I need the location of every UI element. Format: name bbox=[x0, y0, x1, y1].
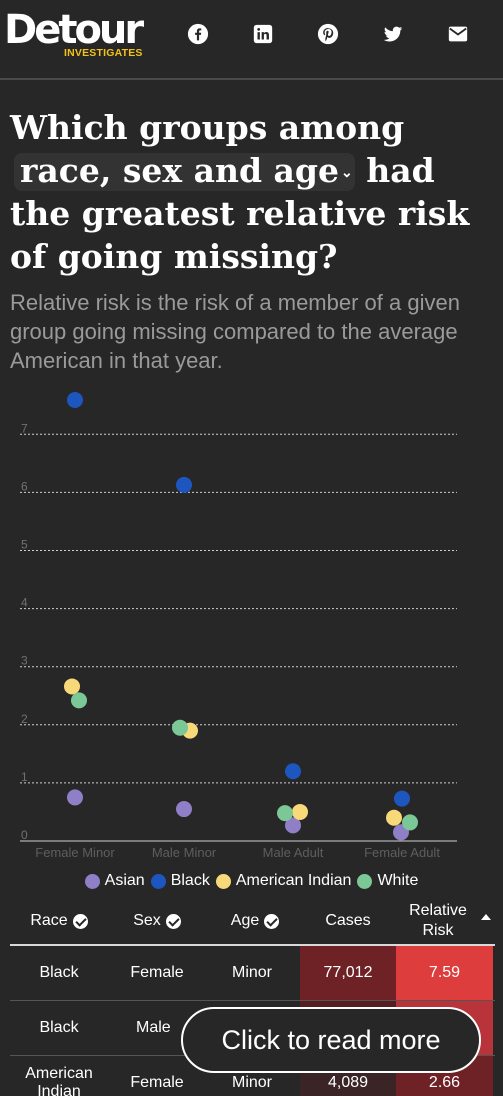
data-point-american-indian[interactable] bbox=[292, 803, 308, 820]
data-point-american-indian[interactable] bbox=[64, 678, 80, 695]
relative-risk-chart: 0 1 2 3 4 5 6 7 Female Minor Male Minor Male Adult… bbox=[20, 392, 457, 860]
data-point-asian[interactable] bbox=[67, 789, 83, 806]
data-point-asian[interactable] bbox=[285, 817, 301, 834]
column-header-label: Cases bbox=[325, 912, 371, 929]
read-more-button[interactable]: Click to read more bbox=[181, 1007, 481, 1073]
cell-age: Minor bbox=[231, 1074, 272, 1091]
data-point-black[interactable] bbox=[285, 763, 301, 780]
legend-item-black: Black bbox=[150, 872, 210, 890]
cell-sex: Female bbox=[130, 964, 184, 981]
cell-cases: 77,012 bbox=[300, 946, 396, 1000]
cell-age: Minor bbox=[231, 964, 272, 981]
x-tick-label: Female Adult bbox=[364, 845, 440, 860]
column-header-race[interactable]: Race bbox=[10, 896, 108, 946]
data-point-white[interactable] bbox=[277, 805, 293, 822]
data-point-american-indian[interactable] bbox=[386, 809, 402, 826]
email-icon[interactable] bbox=[446, 22, 470, 46]
data-point-white[interactable] bbox=[402, 814, 418, 831]
column-header-label: Relative Risk bbox=[409, 902, 467, 939]
legend-dot bbox=[150, 873, 166, 889]
y-tick-label: 1 bbox=[21, 770, 28, 784]
data-point-black[interactable] bbox=[176, 476, 192, 493]
title-part-2: had the greatest relative risk of going … bbox=[10, 151, 470, 276]
logo-subtitle: INVESTIGATES bbox=[64, 47, 143, 59]
check-icon bbox=[165, 913, 181, 929]
column-header-label: Race bbox=[30, 912, 68, 929]
grouping-select[interactable]: race, sex and age ⌄ bbox=[14, 153, 355, 191]
cell-sex: Male bbox=[136, 1019, 171, 1036]
x-tick-label: Male Adult bbox=[263, 845, 324, 860]
y-tick-label: 5 bbox=[21, 538, 28, 552]
legend-label: American Indian bbox=[235, 872, 352, 889]
data-point-black[interactable] bbox=[394, 790, 410, 807]
cell-race: Black bbox=[39, 964, 79, 981]
cell-relative-risk: 7.59 bbox=[396, 946, 493, 1000]
facebook-icon[interactable] bbox=[186, 22, 210, 46]
column-header-sex[interactable]: Sex bbox=[108, 896, 206, 946]
legend-item-asian: Asian bbox=[84, 872, 145, 890]
column-header-label: Age bbox=[230, 912, 260, 929]
data-point-white[interactable] bbox=[172, 719, 188, 736]
cell-sex: Female bbox=[130, 1074, 184, 1091]
chart-legend: Asian Black American Indian White bbox=[0, 868, 503, 894]
y-tick-label: 0 bbox=[21, 828, 28, 842]
page-title: Which groups among race, sex and age ⌄ ha… bbox=[10, 106, 495, 278]
legend-label: Black bbox=[170, 872, 210, 889]
legend-item-american-indian: American Indian bbox=[215, 872, 352, 890]
y-tick-label: 6 bbox=[21, 479, 28, 493]
x-tick-label: Female Minor bbox=[35, 845, 115, 860]
y-tick-label: 3 bbox=[21, 654, 28, 668]
title-part-1: Which groups among bbox=[10, 108, 405, 147]
pinterest-icon[interactable] bbox=[316, 22, 340, 46]
legend-dot bbox=[84, 873, 100, 889]
linkedin-icon[interactable] bbox=[251, 22, 275, 46]
legend-label: White bbox=[377, 872, 419, 889]
twitter-icon[interactable] bbox=[381, 22, 405, 46]
table-row: Black Female Minor 77,012 7.59 bbox=[10, 946, 495, 1001]
y-tick-label: 4 bbox=[21, 596, 28, 610]
site-header: Detour INVESTIGATES bbox=[0, 0, 503, 80]
legend-dot bbox=[215, 873, 231, 889]
y-tick-label: 7 bbox=[21, 421, 28, 435]
check-icon bbox=[264, 913, 280, 929]
chevron-down-icon: ⌄ bbox=[340, 165, 353, 181]
legend-label: Asian bbox=[104, 872, 145, 889]
subheading: Relative risk is the risk of a member of… bbox=[10, 290, 460, 373]
column-header-cases[interactable]: Cases bbox=[300, 896, 396, 946]
table-header: Race Sex Age Cases Relative Risk bbox=[10, 896, 495, 946]
cell-race: American Indian bbox=[25, 1065, 93, 1096]
legend-dot bbox=[357, 873, 373, 889]
column-header-label: Sex bbox=[133, 912, 161, 929]
x-tick-label: Male Minor bbox=[152, 845, 217, 860]
column-header-relative-risk[interactable]: Relative Risk bbox=[396, 896, 480, 946]
cell-race: Black bbox=[39, 1019, 79, 1036]
sort-ascending-icon[interactable] bbox=[481, 914, 491, 920]
legend-item-white: White bbox=[357, 872, 418, 890]
data-point-white[interactable] bbox=[71, 692, 87, 709]
detour-logo[interactable]: Detour INVESTIGATES bbox=[4, 8, 164, 64]
y-tick-label: 2 bbox=[21, 712, 28, 726]
grouping-select-value: race, sex and age bbox=[20, 151, 339, 190]
column-header-age[interactable]: Age bbox=[206, 896, 304, 946]
data-point-asian[interactable] bbox=[176, 801, 192, 818]
data-point-black[interactable] bbox=[67, 392, 83, 409]
check-icon bbox=[72, 913, 88, 929]
logo-word: Detour bbox=[4, 7, 144, 53]
